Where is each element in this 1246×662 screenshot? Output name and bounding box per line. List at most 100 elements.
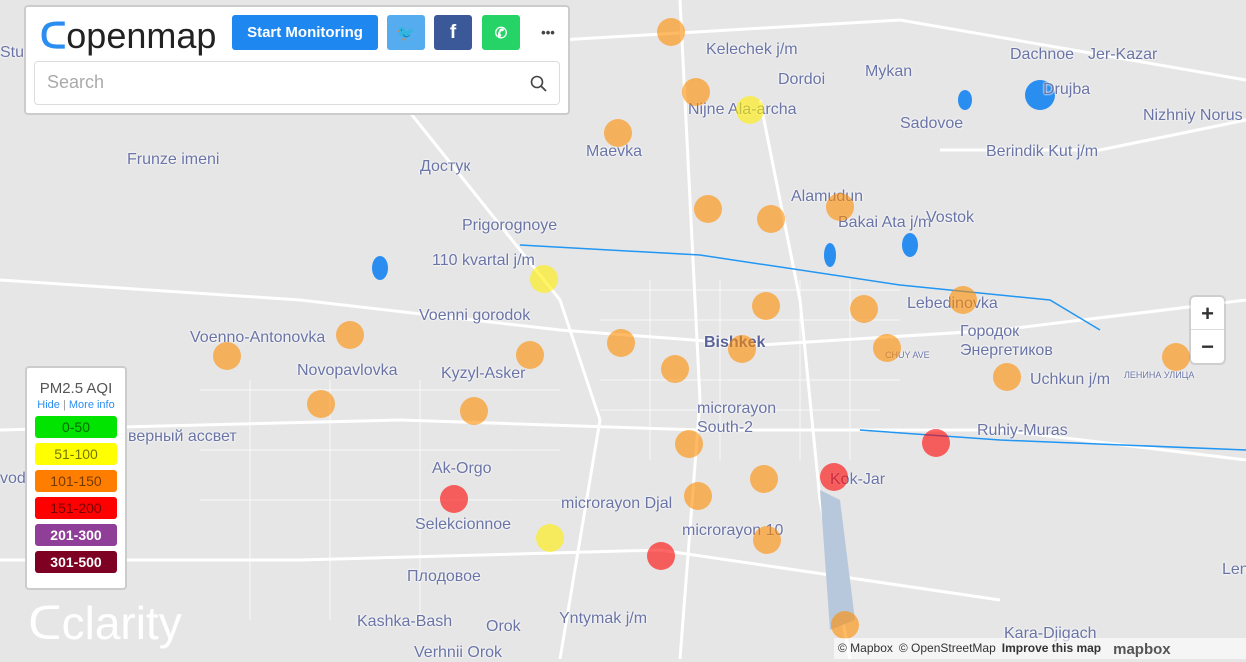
twitter-share-button[interactable]: 🐦 [387, 15, 425, 50]
sensor-marker-moderate-high[interactable] [873, 334, 901, 362]
sensor-marker-unhealthy[interactable] [820, 463, 848, 491]
logo-text: openmap [66, 15, 217, 56]
map-label: Nizhniy Norus [1143, 107, 1243, 124]
sensor-marker-moderate-high[interactable] [682, 78, 710, 106]
sensor-marker-moderate-high[interactable] [607, 329, 635, 357]
map-label: Kelechek j/m [706, 41, 798, 58]
map-label: Vostok [926, 209, 975, 226]
map-label: Ak-Orgo [432, 460, 492, 477]
openmap-logo[interactable]: ᑕopenmap [40, 15, 216, 57]
map-label: верный ассвет [128, 428, 237, 445]
map-label: Orok [486, 618, 521, 635]
start-monitoring-button[interactable]: Start Monitoring [232, 15, 378, 50]
sensor-marker-moderate-high[interactable] [657, 18, 685, 46]
zoom-out-button[interactable]: − [1201, 334, 1214, 359]
search-input[interactable]: Search [34, 61, 560, 105]
sensor-marker-moderate-high[interactable] [993, 363, 1021, 391]
map-label: Uchkun j/m [1030, 371, 1111, 388]
legend-level: 151-200 [35, 497, 117, 519]
map-label: Bakai Ata j/m [838, 214, 932, 231]
sensor-marker-moderate-high[interactable] [694, 195, 722, 223]
clarity-logo-icon: ᑕ [28, 597, 62, 649]
map-label: Novopavlovka [297, 362, 398, 379]
map-label: Kashka-Bash [357, 613, 453, 630]
map-label: Voenni gorodok [419, 307, 531, 324]
sensor-marker-moderate-high[interactable] [728, 335, 756, 363]
search-icon[interactable] [530, 75, 547, 92]
logo-icon: ᑕ [40, 15, 67, 56]
map-label: Prigorognoye [462, 217, 558, 234]
map-label: microrayon South-2 [697, 400, 777, 436]
sensor-marker-moderate-high[interactable] [661, 355, 689, 383]
map-label: Voenno-Antonovka [190, 329, 326, 346]
map-label: CHUY AVE [885, 350, 930, 360]
map-label: Плодовое [407, 568, 481, 585]
sensor-marker-moderate-high[interactable] [826, 193, 854, 221]
sensor-marker-moderate-high[interactable] [516, 341, 544, 369]
map-label: Городок Энергетиков [960, 323, 1053, 359]
map-label: Frunze imeni [127, 151, 220, 168]
whatsapp-share-button[interactable]: ✆ [482, 15, 520, 50]
whatsapp-icon: ✆ [494, 24, 508, 42]
sensor-marker-moderate-high[interactable] [750, 465, 778, 493]
aqi-legend: PM2.5 AQI Hide | More info 0-50 51-100 101… [25, 366, 127, 590]
zoom-in-button[interactable]: + [1191, 297, 1224, 330]
sensor-marker-unhealthy[interactable] [440, 485, 468, 513]
clarity-watermark: ᑕclarity [28, 598, 182, 648]
map-label: Yntymak j/m [559, 610, 648, 627]
sensor-marker-unhealthy[interactable] [922, 429, 950, 457]
more-options-button[interactable]: ••• [541, 25, 555, 40]
sensor-marker-moderate-high[interactable] [336, 321, 364, 349]
more-info-link[interactable]: More info [68, 399, 115, 411]
map-label: Maevka [586, 143, 643, 160]
sensor-marker-moderate-high[interactable] [675, 430, 703, 458]
hide-legend-link[interactable]: Hide [37, 399, 60, 411]
map-label: Ruhiy-Muras [977, 422, 1068, 439]
map-label: Mykan [865, 63, 913, 80]
sensor-marker-moderate-high[interactable] [752, 292, 780, 320]
legend-level: 301-500 [35, 551, 117, 573]
sensor-marker-moderate-high[interactable] [850, 295, 878, 323]
facebook-icon: f [449, 21, 457, 43]
sensor-marker-moderate-high[interactable] [604, 119, 632, 147]
sensor-marker-moderate-high[interactable] [460, 397, 488, 425]
separator: | [62, 399, 66, 411]
sensor-marker-moderate-high[interactable] [753, 526, 781, 554]
map-label: Dordoi [778, 71, 826, 88]
sensor-marker-moderate[interactable] [736, 96, 764, 124]
map-label: ЛЕНИНА УЛИЦА [1124, 370, 1195, 380]
map-label: Verhnii Orok [414, 644, 503, 661]
sensor-marker-moderate[interactable] [530, 265, 558, 293]
sensor-marker-moderate-high[interactable] [213, 342, 241, 370]
map-label: vod [0, 470, 26, 487]
watermark-text: clarity [61, 597, 182, 649]
improve-map-link[interactable]: Improve this map [1001, 641, 1102, 655]
twitter-icon: 🐦 [396, 24, 416, 42]
map-label: 110 kvartal j/m [432, 252, 535, 269]
legend-level: 101-150 [35, 470, 117, 492]
sensor-marker-moderate-high[interactable] [831, 611, 859, 639]
sensor-marker-moderate-high[interactable] [1162, 343, 1190, 371]
map-label: Sadovoe [900, 115, 964, 132]
map-label: Jer-Kazar [1088, 46, 1158, 63]
sensor-marker-moderate-high[interactable] [307, 390, 335, 418]
map-label: Kara-Djigach [1004, 625, 1097, 642]
osm-credit-link[interactable]: © OpenStreetMap [898, 641, 996, 655]
sensor-marker-moderate-high[interactable] [757, 205, 785, 233]
sensor-marker-moderate[interactable] [536, 524, 564, 552]
sensor-marker-moderate-high[interactable] [949, 286, 977, 314]
mapbox-credit-link[interactable]: © Mapbox [838, 641, 893, 655]
map-label: Len [1222, 561, 1246, 578]
sensor-marker-unhealthy[interactable] [647, 542, 675, 570]
facebook-share-button[interactable]: f [434, 15, 472, 50]
mapbox-logo[interactable]: mapbox [1113, 641, 1171, 658]
legend-level: 0-50 [35, 416, 117, 438]
search-placeholder: Search [47, 72, 105, 92]
legend-title: PM2.5 AQI [39, 380, 113, 397]
header-panel: ᑕopenmap Start Monitoring 🐦 f ✆ ••• Sear… [24, 5, 570, 115]
sensor-marker-moderate-high[interactable] [684, 482, 712, 510]
map-label: Drujba [1043, 81, 1091, 98]
map-label: Selekcionnoe [415, 516, 512, 533]
